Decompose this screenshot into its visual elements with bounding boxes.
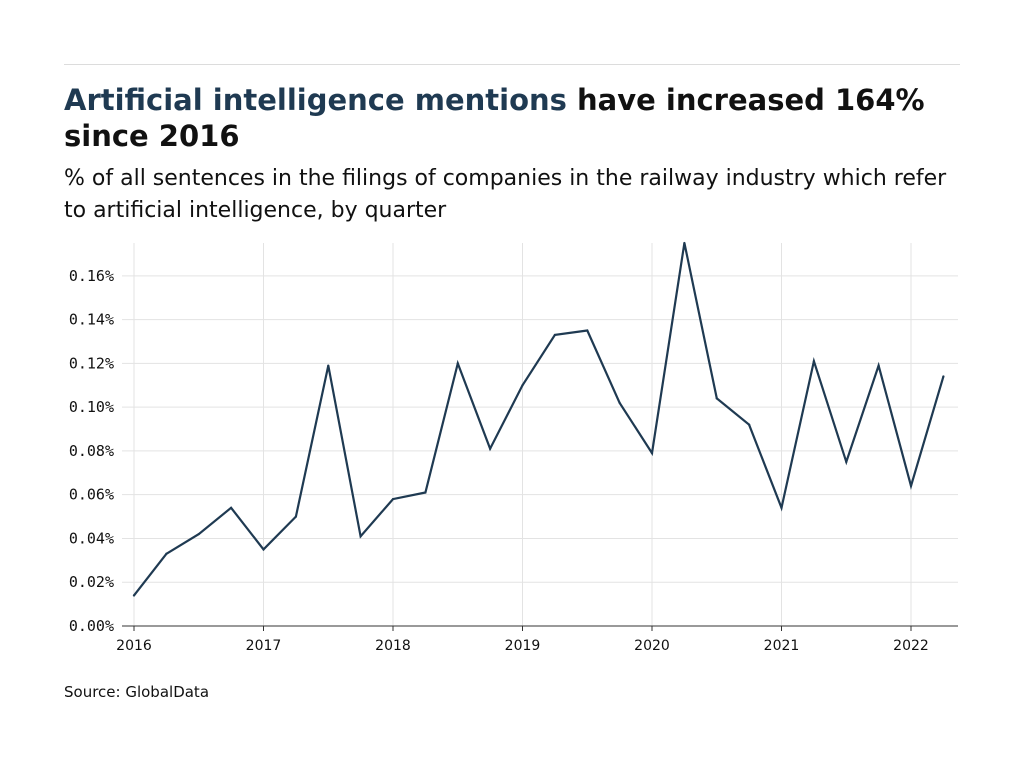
data-point	[294, 515, 297, 518]
data-point	[327, 364, 330, 367]
x-tick-label: 2021	[764, 638, 800, 654]
y-tick-label: 0.14%	[69, 311, 114, 329]
data-point	[845, 460, 848, 463]
data-point	[715, 397, 718, 400]
data-point	[230, 506, 233, 509]
data-point	[812, 360, 815, 363]
data-point	[391, 497, 395, 501]
data-point	[650, 452, 654, 455]
x-tick-label: 2020	[634, 638, 670, 654]
axis-layer	[122, 625, 958, 631]
data-point	[165, 552, 168, 555]
x-tick-label: 2018	[375, 638, 411, 654]
y-tick-label: 0.04%	[69, 529, 114, 547]
series-layer	[132, 241, 945, 597]
data-point	[359, 535, 362, 538]
chart-title: Artificial intelligence mentions have in…	[64, 82, 964, 154]
y-tick-label: 0.00%	[69, 617, 114, 635]
y-tick-label: 0.02%	[69, 573, 114, 591]
data-point	[132, 594, 136, 597]
data-point	[521, 384, 524, 387]
x-tick-label: 2019	[505, 638, 541, 654]
x-tick-label: 2016	[116, 638, 152, 654]
top-rule	[64, 64, 960, 65]
tick-label-layer: 0.00% 0.02% 0.04% 0.06% 0.08% 0.10% 0.12% 0.14%…	[69, 267, 929, 654]
x-tick-label: 2022	[893, 638, 929, 654]
x-tick-label: 2017	[246, 638, 282, 654]
data-point	[618, 401, 621, 404]
data-point	[197, 532, 200, 536]
data-point	[683, 241, 686, 245]
data-point	[780, 506, 783, 509]
series-line	[132, 242, 945, 597]
y-tick-label: 0.12%	[69, 354, 114, 372]
y-tick-label: 0.08%	[69, 442, 114, 460]
data-point	[262, 548, 265, 551]
y-tick-label: 0.16%	[69, 267, 114, 285]
data-point	[909, 484, 913, 488]
data-point	[586, 329, 589, 332]
data-point	[489, 447, 492, 450]
y-tick-label: 0.10%	[69, 398, 114, 416]
data-point	[877, 364, 880, 367]
source-note: Source: GlobalData	[64, 683, 210, 701]
data-point	[748, 423, 751, 426]
chart-title-rest: have increased 164% since 2016	[64, 83, 925, 153]
chart-title-highlight: Artificial intelligence mentions	[64, 83, 567, 117]
y-tick-label: 0.06%	[69, 486, 114, 504]
data-point	[942, 375, 945, 378]
grid-layer	[122, 243, 958, 626]
data-point	[456, 362, 459, 365]
chart-subtitle: % of all sentences in the filings of com…	[64, 166, 947, 223]
data-point	[553, 333, 556, 337]
data-point	[424, 491, 427, 494]
